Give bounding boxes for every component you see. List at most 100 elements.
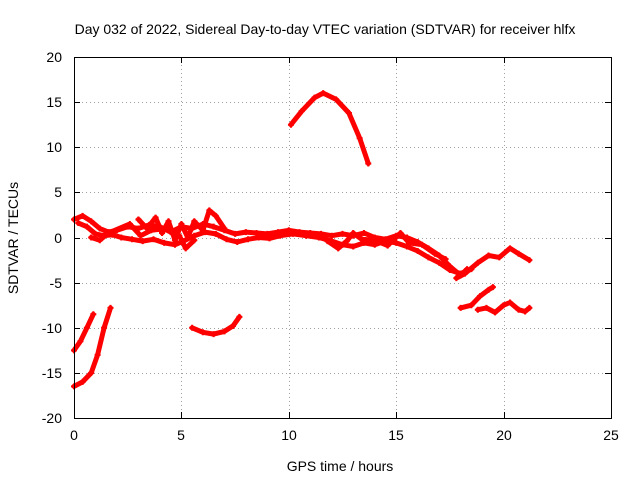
data-point <box>128 236 135 243</box>
data-point <box>79 378 86 385</box>
data-series <box>71 90 533 390</box>
data-point <box>242 229 249 236</box>
data-point <box>446 266 453 273</box>
y-tick-label: -5 <box>50 275 63 291</box>
series-track-e <box>457 284 496 311</box>
data-point <box>199 329 206 336</box>
data-point <box>101 324 108 331</box>
data-point <box>414 248 421 255</box>
series-track-l <box>324 229 449 263</box>
data-point <box>489 284 496 291</box>
data-point <box>397 229 404 236</box>
series-track-f <box>474 299 533 316</box>
data-point <box>83 223 90 230</box>
data-point <box>255 234 262 241</box>
data-point <box>176 232 183 239</box>
data-point <box>232 230 239 237</box>
data-point <box>212 212 219 219</box>
data-point <box>83 324 90 331</box>
data-point <box>210 331 217 338</box>
data-point <box>515 250 522 257</box>
data-point <box>88 234 95 241</box>
data-point <box>403 243 410 250</box>
data-point <box>266 235 273 242</box>
data-point <box>210 223 217 230</box>
y-tick-label: -15 <box>42 365 62 381</box>
data-point <box>485 252 492 259</box>
x-tick-label: 0 <box>70 427 78 443</box>
data-point <box>350 229 357 236</box>
data-point <box>526 304 533 311</box>
data-point <box>457 270 464 277</box>
data-point <box>152 214 159 221</box>
data-point <box>333 96 340 103</box>
data-point <box>182 245 189 252</box>
y-tick-label: 10 <box>46 139 62 155</box>
data-point <box>107 304 114 311</box>
y-tick-label: 0 <box>54 230 62 246</box>
chart-title: Day 032 of 2022, Sidereal Day-to-day VTE… <box>75 21 576 37</box>
series-line <box>288 90 371 166</box>
series-track-j <box>135 207 228 244</box>
data-point <box>118 234 125 241</box>
series-track-d <box>287 90 372 167</box>
data-point <box>474 259 481 266</box>
y-tick-label: 20 <box>46 49 62 65</box>
data-point <box>96 225 103 232</box>
data-point <box>492 309 499 316</box>
data-point <box>191 237 198 244</box>
series-track-b <box>71 304 114 390</box>
data-point <box>468 266 475 273</box>
data-point <box>453 275 460 282</box>
data-point <box>137 232 144 239</box>
data-point <box>199 227 206 234</box>
x-tick-label: 15 <box>388 427 404 443</box>
data-point <box>165 218 172 225</box>
data-point <box>148 227 155 234</box>
data-point <box>253 229 260 236</box>
data-point <box>328 232 335 239</box>
data-point <box>436 259 443 266</box>
data-point <box>206 207 213 214</box>
data-point <box>315 234 322 241</box>
data-point <box>335 245 342 252</box>
data-point <box>135 216 142 223</box>
data-point <box>324 238 331 245</box>
data-point <box>75 220 82 227</box>
data-point <box>500 302 507 309</box>
data-point <box>496 254 503 261</box>
data-point <box>178 220 185 227</box>
data-point <box>360 229 367 236</box>
series-track-k <box>88 220 198 252</box>
data-point <box>88 218 95 225</box>
data-point <box>234 239 241 246</box>
series-track-c <box>189 313 243 338</box>
y-tick-label: -20 <box>42 410 62 426</box>
data-point <box>139 238 146 245</box>
data-point <box>161 239 168 246</box>
data-point <box>339 230 346 237</box>
data-point <box>350 243 357 250</box>
series-line <box>71 311 96 353</box>
data-point <box>221 225 228 232</box>
data-point <box>515 306 522 313</box>
data-point <box>468 302 475 309</box>
series-track-a <box>71 311 97 354</box>
data-point <box>384 242 391 249</box>
data-point <box>483 304 490 311</box>
data-point <box>507 299 514 306</box>
data-point <box>442 256 449 263</box>
data-point <box>229 322 236 329</box>
data-point <box>244 236 251 243</box>
series-track-i <box>75 220 475 277</box>
x-axis-label: GPS time / hours <box>287 458 394 474</box>
data-point <box>79 212 86 219</box>
data-point <box>343 238 350 245</box>
y-tick-label: -10 <box>42 320 62 336</box>
data-point <box>365 160 372 167</box>
data-point <box>358 236 365 243</box>
data-point <box>191 218 198 225</box>
data-point <box>290 230 297 237</box>
data-point <box>476 293 483 300</box>
data-point <box>526 257 533 264</box>
